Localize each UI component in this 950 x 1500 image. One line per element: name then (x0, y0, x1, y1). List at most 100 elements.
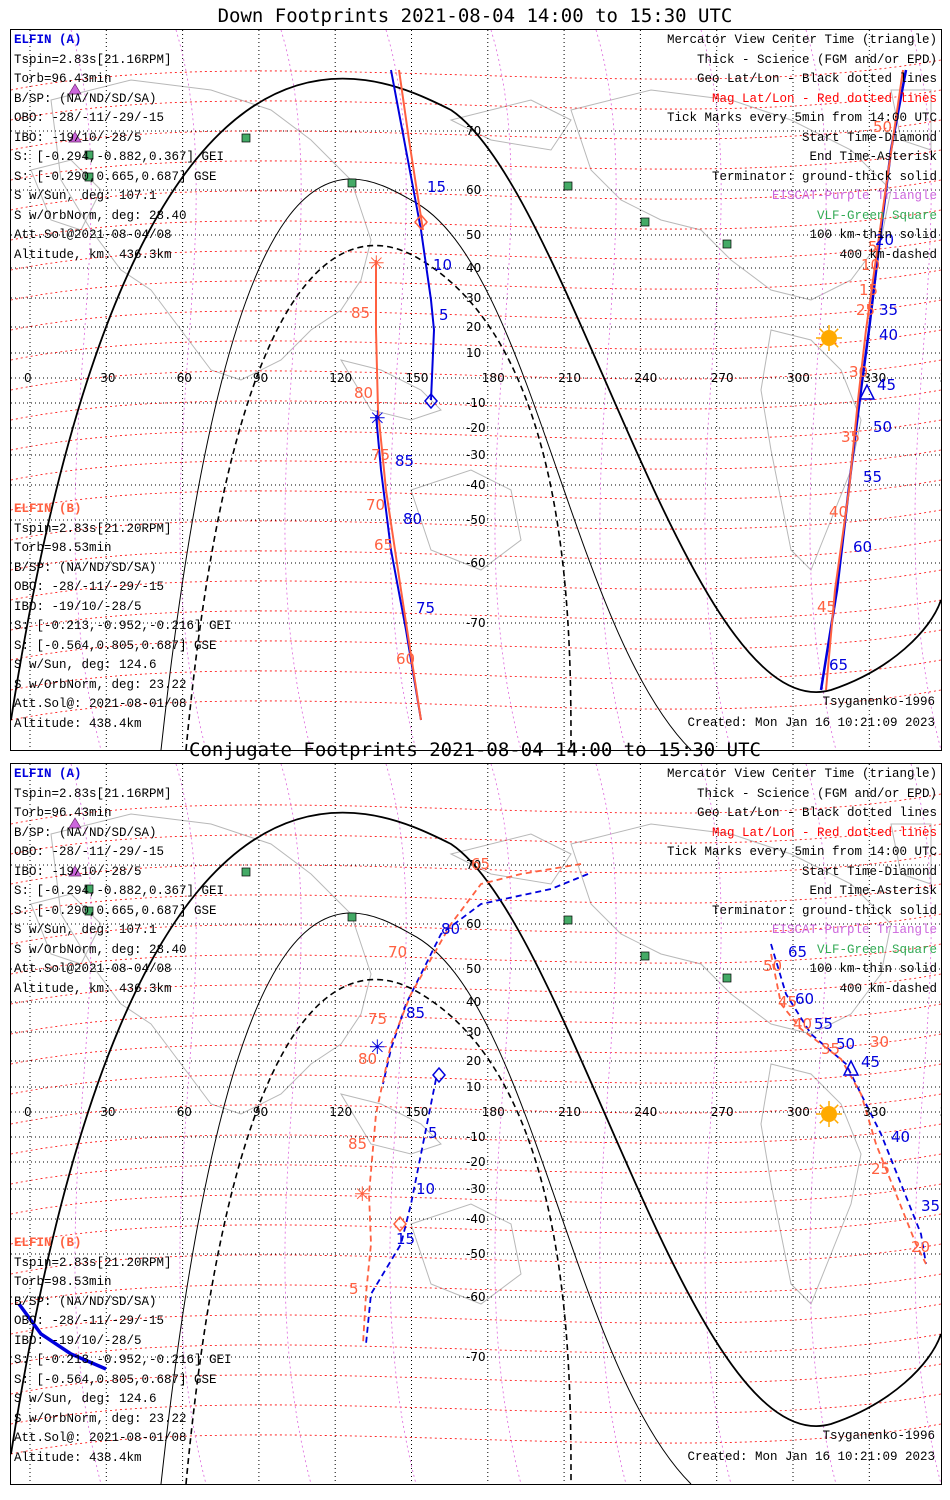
info-line: Tspin=2.83s[21.20RPM] (14, 521, 172, 536)
info-line: Torb=98.53min (14, 1275, 112, 1289)
elfin-b-time-tick: 70 (388, 943, 407, 961)
lon-tick-label: 30 (100, 1105, 115, 1119)
legend-item: Thick - Science (FGM and/or EPD) (696, 786, 937, 801)
elfin-a-time-tick: 35 (879, 301, 898, 319)
info-line: Tspin=2.83s[21.16RPM] (14, 786, 172, 801)
legend-item: Geo Lat/Lon - Black dotted lines (696, 72, 937, 86)
lon-tick-label: 240 (634, 1105, 657, 1119)
terminator-curves (11, 77, 941, 750)
created-timestamp: Created: Mon Jan 16 10:21:09 2023 (687, 1450, 935, 1464)
vlf-station-square (84, 884, 94, 894)
start-diamond (414, 213, 428, 231)
vlf-station-square (347, 912, 357, 922)
elfin-a-time-tick: 65 (829, 656, 848, 674)
legend-item: Tick Marks every 5min from 14:00 UTC (666, 845, 937, 859)
start-diamond (424, 392, 438, 410)
vlf-station-square (722, 239, 732, 249)
elfin-a-time-tick: 15 (396, 1230, 415, 1248)
info-line: Att.Sol@2021-08-04/08 (14, 962, 172, 976)
elfin-a-time-tick: 50 (873, 418, 892, 436)
lon-tick-label: 330 (863, 371, 886, 385)
lon-tick-label: 300 (787, 1105, 810, 1119)
legend-item: End Time-Asterisk (809, 884, 937, 898)
elfin-a-time-tick: 80 (441, 920, 460, 938)
terminator-curves (11, 811, 941, 1484)
svg-text:✳: ✳ (369, 1035, 386, 1059)
legend-item: 100 km-thin solid (809, 962, 937, 976)
panel-title-down: Down Footprints 2021-08-04 14:00 to 15:3… (217, 5, 733, 27)
elfin-a-time-tick: 15 (427, 178, 446, 196)
info-line: IBO: -19/10/-28/5 (14, 1333, 142, 1348)
lon-tick-label: 360 (940, 1105, 941, 1119)
lon-tick-label: 330 (863, 1105, 886, 1119)
lat-tick-label: 10 (466, 346, 481, 360)
elfin-b-time-tick: 30 (870, 1033, 889, 1051)
legend-item: Mag Lat/Lon - Red dotted lines (711, 825, 937, 840)
center-time-triangle (842, 1059, 860, 1076)
lon-tick-label: 270 (711, 1105, 734, 1119)
elfin-b-time-tick: 40 (829, 503, 848, 521)
vlf-station-square (241, 133, 251, 143)
svg-text:✳: ✳ (368, 251, 385, 275)
info-line: S: [-0.290,0.665,0.687] GSE (14, 903, 217, 918)
spacecraft-header: ELFIN (A) (14, 33, 82, 47)
elfin-a-time-tick: 40 (879, 326, 898, 344)
lon-tick-label: 240 (634, 371, 657, 385)
model-label: Tsyganenko-1996 (822, 695, 935, 709)
info-line: B/SP: (NA/ND/SD/SA) (14, 825, 157, 840)
elfin-a-time-tick: 65 (788, 943, 807, 961)
elfin-b-track-north (398, 69, 424, 231)
elfin-a-time-tick: 55 (814, 1015, 833, 1033)
geo-grid (11, 30, 941, 750)
eiscat-triangle (68, 83, 82, 95)
lon-tick-label: 180 (482, 1105, 505, 1119)
lon-tick-label: 150 (406, 1105, 429, 1119)
svg-text:✳: ✳ (369, 406, 386, 430)
elfin-a-conjugate-track-east (770, 943, 927, 1265)
map-canvas: ✳ ✳ 0 30 60 90 120 150 180 210 240 270 300 330 360 70 60… (11, 30, 941, 750)
info-line: Altitude: 438.4km (14, 1450, 142, 1465)
vlf-station-square (640, 217, 650, 227)
info-line: S: [-0.290,0.665,0.687] GSE (14, 169, 217, 184)
info-line: Att.Sol@2021-08-04/08 (14, 228, 172, 242)
lon-tick-label: 210 (558, 1105, 581, 1119)
info-line: Att.Sol@: 2021-08-01/08 (14, 1431, 187, 1445)
info-line: S w/Sun, deg: 107.1 (14, 189, 157, 203)
elfin-b-conjugate-track (362, 863, 582, 1345)
vlf-station-square (563, 915, 573, 925)
lat-tick-label: 10 (466, 1080, 481, 1094)
elfin-b-time-tick: 35 (821, 1040, 840, 1058)
lat-tick-label: -30 (466, 448, 486, 462)
elfin-a-conjugate-track (382, 873, 589, 1085)
elfin-b-time-tick: 50 (763, 957, 782, 975)
legend-item: Terminator: ground-thick solid (711, 903, 937, 918)
mag-grid (11, 764, 941, 1484)
info-line: Altitude, km: 436.3km (14, 981, 172, 996)
elfin-b-time-tick: 30 (849, 363, 868, 381)
elfin-b-time-tick: 45 (778, 993, 797, 1011)
lon-tick-label: 60 (177, 1105, 192, 1119)
elfin-b-time-tick: 45 (817, 598, 836, 616)
legend-item: 100 km-thin solid (809, 228, 937, 242)
legend-item: End Time-Asterisk (809, 150, 937, 164)
elfin-b-time-tick: 85 (351, 304, 370, 322)
spacecraft-header: ELFIN (A) (14, 767, 82, 781)
lon-tick-label: 120 (329, 371, 352, 385)
info-line: S: [-0.564,0.805,0.687] GSE (14, 638, 217, 653)
info-line: S w/Sun, deg: 107.1 (14, 923, 157, 937)
start-diamond (393, 1215, 407, 1233)
legend: Mercator View Center Time (triangle) Thic… (667, 31, 937, 265)
elfin-a-time-tick: 45 (877, 376, 896, 394)
elfin-b-time-tick: 75 (368, 1010, 387, 1028)
vlf-station-square (722, 973, 732, 983)
legend-item: VLF-Green Square (816, 942, 937, 957)
lat-tick-label: -70 (466, 1350, 486, 1364)
info-line: OBO: -28/-11/-29/-15 (14, 1314, 165, 1328)
lat-tick-label: 40 (466, 261, 481, 275)
axis-labels: 0 30 60 90 120 150 180 210 240 270 300 330 360 70 60 50… (24, 858, 941, 1364)
elfin-a-time-tick: 85 (395, 452, 414, 470)
elfin-a-time-tick: 35 (921, 1197, 940, 1215)
lat-tick-label: 60 (466, 183, 481, 197)
elfin-b-time-tick: 5 (868, 238, 878, 256)
info-line: Tspin=2.83s[21.16RPM] (14, 52, 172, 67)
